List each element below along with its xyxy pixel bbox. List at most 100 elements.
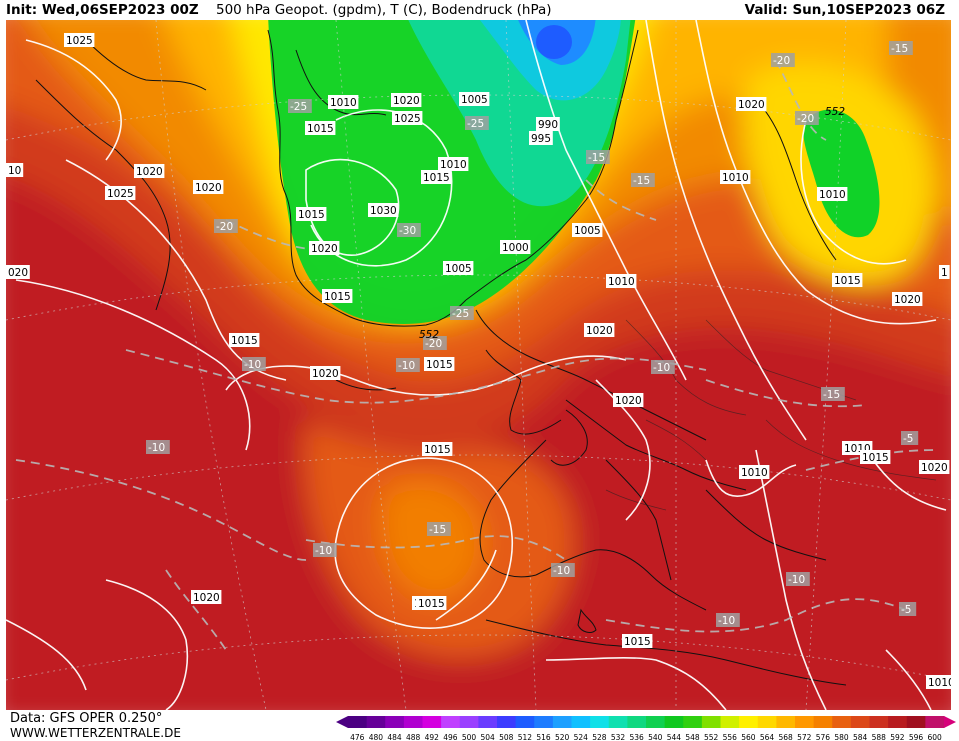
colorbar-swatch	[906, 716, 926, 728]
pressure-label-36: 1015	[416, 596, 447, 610]
colorbar-tick-label: 544	[667, 733, 682, 741]
pressure-label-12: 1015	[296, 207, 327, 221]
pressure-label-0: 1025	[64, 33, 95, 47]
pressure-label-text: 1020	[312, 368, 339, 380]
temperature-label-text: -15	[633, 175, 650, 187]
pressure-label-29: 1020	[310, 366, 341, 380]
pressure-label-19: 1020	[736, 97, 767, 111]
temperature-label-box	[396, 358, 420, 372]
pressure-label-40: 1020	[919, 460, 950, 474]
temperature-label-box	[899, 602, 917, 616]
pressure-label-box	[421, 170, 452, 184]
temperature-label-15: -10	[313, 543, 337, 557]
pressure-label-box	[392, 111, 423, 125]
colorbar-tick-label: 560	[741, 733, 756, 741]
colorbar-low-arrow	[336, 716, 348, 728]
pressure-label-6: 990	[536, 117, 560, 131]
pressure-label-text: 1005	[574, 225, 601, 237]
pressure-label-box	[438, 157, 469, 171]
colorbar-swatch	[459, 716, 479, 728]
temperature-label-7: -15	[889, 41, 913, 55]
colorbar-tick-label: 600	[928, 733, 943, 741]
colorbar-swatch	[385, 716, 405, 728]
pressure-label-text: 1010	[928, 677, 951, 689]
pressure-label-text: 1020	[195, 182, 222, 194]
colorbar-swatches	[336, 716, 956, 728]
height-labels: 552 552	[419, 106, 845, 341]
pressure-label-25: 1020	[584, 323, 615, 337]
colorbar-swatch	[757, 716, 777, 728]
temperature-label-12: -10	[396, 358, 420, 372]
pressure-label-18: 1005	[443, 261, 474, 275]
temperature-label-text: -25	[452, 308, 469, 320]
init-time-label: Init: Wed,06SEP2023 00Z	[6, 2, 199, 18]
colorbar-tick-label: 556	[723, 733, 738, 741]
pressure-label-box	[191, 590, 222, 604]
pressure-label-text: 1025	[66, 35, 93, 47]
temperature-label-text: -20	[216, 221, 233, 233]
temperature-label-22: -5	[899, 602, 917, 616]
colorbar-swatch	[832, 716, 852, 728]
pressure-label-17: 1005	[572, 223, 603, 237]
temperature-label-9: -25	[450, 306, 474, 320]
edge-label-1: 020	[6, 265, 30, 279]
pressure-label-text: 1020	[615, 395, 642, 407]
colorbar-tick-label: 476	[350, 733, 365, 741]
height-label-0: 552	[825, 106, 845, 118]
colorbar-tick-label: 480	[369, 733, 384, 741]
pressure-label-box	[892, 292, 923, 306]
pressure-label-26: 1020	[892, 292, 923, 306]
edge-label-text: 020	[8, 267, 28, 279]
pressure-label-text: 1005	[461, 94, 488, 106]
pressure-label-box	[500, 240, 531, 254]
colorbar-tick-label: 496	[443, 733, 458, 741]
pressure-label-box	[832, 273, 863, 287]
colorbar-tick-label: 572	[797, 733, 812, 741]
temperature-label-text: -15	[823, 389, 840, 401]
pressure-label-box	[305, 121, 336, 135]
pressure-label-text: 1020	[921, 462, 948, 474]
temperature-label-8: -30	[397, 223, 421, 237]
pressure-label-box	[310, 366, 341, 380]
edge-labels: 10 020 1	[6, 163, 950, 279]
temperature-label-text: -10	[398, 360, 415, 372]
colorbar-tick-label: 484	[387, 733, 402, 741]
edge-label-box	[6, 163, 24, 177]
pressure-label-1: 1010	[328, 95, 359, 109]
pressure-label-28: 1015	[424, 357, 455, 371]
temperature-labels: -25 -25 -15 -15 -20 -20 -20 -15 -30 -25 -20 -10 -10 -…	[146, 41, 919, 627]
colorbar-swatch	[664, 716, 684, 728]
colorbar-swatch	[403, 716, 423, 728]
website-label: WWW.WETTERZENTRALE.DE	[10, 726, 181, 740]
pressure-label-7: 995	[529, 131, 553, 145]
temperature-label-box	[397, 223, 421, 237]
colorbar-tick-label: 492	[425, 733, 440, 741]
pressure-label-box	[134, 164, 165, 178]
pressure-label-box	[622, 634, 653, 648]
temperature-label-text: -5	[903, 433, 913, 445]
colorbar-tick-label: 540	[648, 733, 663, 741]
pressure-label-35: 1015	[860, 450, 891, 464]
pressure-label-39: 1010	[926, 675, 951, 689]
colorbar-swatch	[441, 716, 461, 728]
product-title: 500 hPa Geopot. (gpdm), T (C), Bodendruc…	[216, 2, 552, 18]
pressure-label-9: 1010	[438, 157, 469, 171]
colorbar-tick-label: 532	[611, 733, 626, 741]
valid-time-label: Valid: Sun,10SEP2023 06Z	[744, 2, 945, 18]
colorbar-swatch	[795, 716, 815, 728]
temperature-label-5: -20	[771, 53, 795, 67]
temperature-label-box	[586, 150, 610, 164]
pressure-label-text: 1015	[834, 275, 861, 287]
coastlines	[35, 29, 847, 686]
pressure-label-text: 1020	[894, 294, 921, 306]
pressure-label-text: 1010	[608, 276, 635, 288]
colorbar-swatch	[869, 716, 889, 728]
temperature-label-text: -30	[399, 225, 416, 237]
pressure-label-text: 1010	[819, 189, 846, 201]
colorbar-swatch	[646, 716, 666, 728]
pressure-label-box	[459, 92, 490, 106]
colorbar-swatch	[739, 716, 759, 728]
pressure-label-30: 1015	[422, 442, 453, 456]
pressure-label-box	[443, 261, 474, 275]
pressure-label-13: 1020	[193, 180, 224, 194]
